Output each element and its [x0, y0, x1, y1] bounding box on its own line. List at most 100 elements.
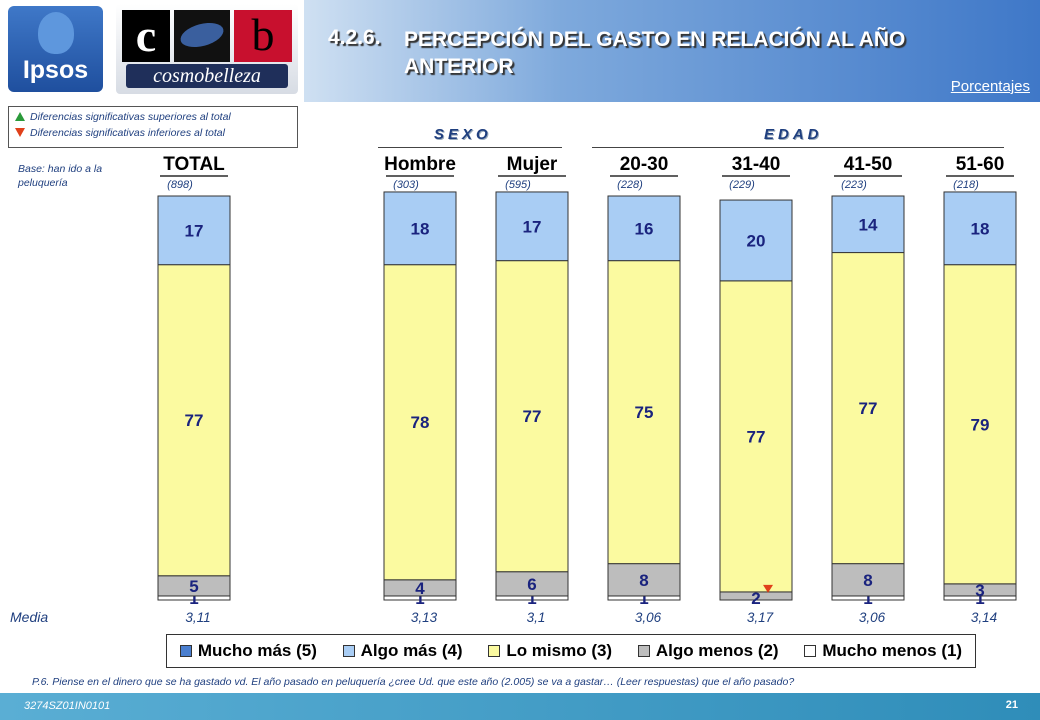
legend-lower-label: Diferencias significativas inferiores al… [30, 127, 225, 139]
series-legend: Mucho más (5) Algo más (4) Lo mismo (3) Alg… [166, 634, 976, 668]
bar-value-total-s4: 1 [189, 589, 198, 608]
series-legend-item-4: Mucho menos (1) [804, 641, 962, 661]
significance-marker-31-40 [763, 584, 773, 593]
cosmo-c-letter: c [122, 10, 170, 62]
base-value-41-50: (223) [841, 179, 867, 191]
media-value-31-40: 3,17 [747, 610, 774, 625]
series-swatch-1 [342, 645, 355, 657]
question-text: P.6. Piense en el dinero que se ha gasta… [32, 676, 795, 688]
ipsos-logo: Ipsos [8, 6, 103, 92]
bar-value-20-30-s1: 16 [635, 219, 654, 238]
bar-value-mujer-s3: 6 [527, 575, 536, 594]
legend-lower: Diferencias significativas inferiores al… [15, 127, 225, 139]
bar-value-hombre-s1: 18 [411, 219, 430, 238]
cosmobelleza-logo: c b cosmobelleza [116, 4, 298, 94]
footer: 3274SZ01IN0101 21 [0, 693, 1040, 720]
base-value-mujer: (595) [505, 179, 531, 191]
bar-value-total-s2: 77 [185, 411, 204, 430]
bar-value-41-50-s4: 1 [863, 589, 872, 608]
bar-segment-total-s1 [157, 195, 231, 266]
legend-higher-label: Diferencias significativas superiores al… [30, 111, 231, 123]
group-line-edad [592, 147, 1004, 148]
title-band: 4.2.6. PERCEPCIÓN DEL GASTO EN RELACIÓN … [304, 0, 1040, 102]
bar-value-hombre-s2: 78 [411, 413, 430, 432]
bar-segment-total-s2 [157, 264, 231, 577]
series-legend-item-1: Algo más (4) [342, 641, 463, 661]
page-number: 21 [1005, 699, 1018, 711]
bar-segment-20-30-s1 [607, 195, 681, 262]
series-swatch-3 [637, 645, 650, 657]
significance-legend: Diferencias significativas superiores al… [8, 106, 298, 148]
bar-segment-20-30-s3 [607, 563, 681, 597]
cosmo-logo-word: cosmobelleza [126, 64, 288, 88]
group-line-sexo [378, 147, 562, 148]
series-legend-item-2: Lo mismo (3) [488, 641, 612, 661]
media-value-mujer: 3,1 [527, 610, 546, 625]
group-label-sexo: SEXO [434, 126, 492, 143]
media-label: Media [10, 609, 49, 625]
bar-value-41-50-s2: 77 [859, 399, 878, 418]
series-label-0: Mucho más (5) [197, 641, 317, 660]
bar-value-mujer-s1: 17 [523, 217, 542, 236]
bar-value-51-60-s1: 18 [971, 219, 990, 238]
base-value-20-30: (228) [617, 179, 643, 191]
bar-value-41-50-s1: 14 [859, 215, 878, 234]
cosmo-b-letter: b [234, 10, 292, 62]
category-label-51-60: 51-60 [956, 154, 1005, 175]
bar-segment-51-60-s1 [943, 191, 1017, 266]
bar-value-hombre-s3: 4 [415, 579, 425, 598]
bar-value-41-50-s3: 8 [863, 571, 872, 590]
bar-segment-hombre-s2 [383, 264, 457, 581]
triangle-up-icon [15, 112, 25, 121]
base-label: Base: han ido a la peluquería [18, 163, 103, 189]
bar-segment-41-50-s3 [831, 563, 905, 597]
media-value-hombre: 3,13 [411, 610, 438, 625]
bar-segment-20-30-s2 [607, 260, 681, 565]
base-value-31-40: (229) [729, 179, 755, 191]
bar-value-hombre-s4: 1 [415, 589, 424, 608]
bar-value-31-40-s1: 20 [747, 231, 766, 250]
series-swatch-4 [804, 645, 817, 657]
series-label-1: Algo más (4) [360, 641, 463, 660]
series-swatch-0 [179, 645, 192, 657]
ipsos-logo-text: Ipsos [22, 56, 89, 84]
base-value-total: (898) [167, 179, 193, 191]
header: Ipsos c b cosmobelleza 4.2.6. PERCEPCIÓN… [0, 0, 1040, 102]
series-legend-item-3: Algo menos (2) [637, 641, 779, 661]
bar-segment-31-40-s1 [719, 199, 793, 282]
media-value-20-30: 3,06 [635, 610, 662, 625]
bar-value-20-30-s2: 75 [635, 403, 654, 422]
legend-higher: Diferencias significativas superiores al… [15, 111, 231, 123]
group-label-edad: EDAD [764, 126, 823, 143]
series-swatch-2 [488, 645, 501, 657]
bar-value-51-60-s3: 3 [975, 581, 984, 600]
media-value-41-50: 3,06 [859, 610, 886, 625]
bar-value-31-40-s2: 77 [747, 427, 766, 446]
page-title: PERCEPCIÓN DEL GASTO EN RELACIÓN AL AÑO … [404, 28, 906, 78]
bar-value-51-60-s4: 1 [975, 589, 984, 608]
bar-segment-41-50-s1 [831, 195, 905, 254]
bar-value-51-60-s2: 79 [971, 415, 990, 434]
media-value-total: 3,11 [185, 610, 210, 625]
series-label-4: Mucho menos (1) [822, 641, 963, 660]
bar-value-total-s3: 5 [189, 577, 198, 596]
cosmo-hair-icon [174, 10, 230, 62]
bar-value-31-40-s3: 2 [751, 589, 760, 608]
series-label-2: Lo mismo (3) [506, 641, 613, 660]
ipsos-face-icon [38, 12, 74, 54]
base-value-hombre: (303) [393, 179, 419, 191]
bar-segment-31-40-s2 [719, 280, 793, 593]
category-label-31-40: 31-40 [732, 154, 781, 175]
media-value-51-60: 3,14 [971, 610, 997, 625]
bar-value-20-30-s4: 1 [639, 589, 648, 608]
bar-segment-mujer-s1 [495, 191, 569, 262]
unit-link[interactable]: Porcentajes [950, 78, 1030, 95]
category-label-mujer: Mujer [507, 154, 558, 175]
category-label-total: TOTAL [163, 154, 225, 175]
triangle-down-icon [15, 128, 25, 137]
bar-value-20-30-s3: 8 [639, 571, 648, 590]
series-label-3: Algo menos (2) [655, 641, 779, 660]
footer-code: 3274SZ01IN0101 [24, 700, 111, 712]
bar-value-mujer-s2: 77 [523, 407, 542, 426]
